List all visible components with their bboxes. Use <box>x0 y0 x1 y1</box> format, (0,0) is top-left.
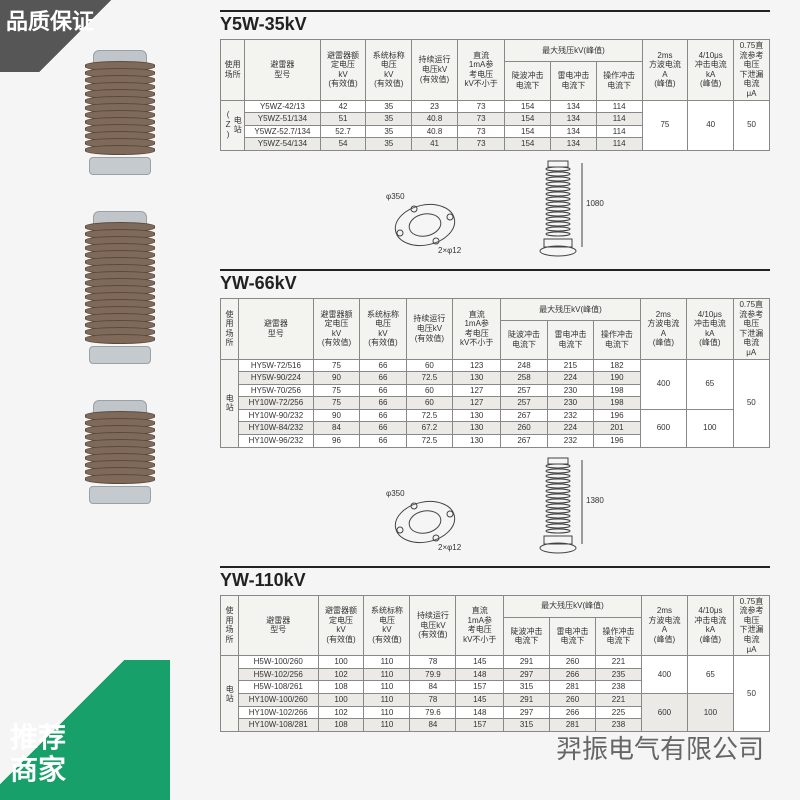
table-row: 电站H5W-100/260100110781452912602214006550 <box>221 656 770 669</box>
table-row: HY10W-100/26010011078145291260221600100 <box>221 694 770 707</box>
table-row: HY10W-90/232906672.5130267232196600100 <box>221 409 770 422</box>
svg-text:φ350: φ350 <box>386 192 405 201</box>
dimension-diagram: φ350 2×φ12 1380 <box>220 454 770 554</box>
spec-table: 使用场所避雷器型号避雷器额定电压kV(有效值)系统标称电压kV(有效值)持续运行… <box>220 298 770 448</box>
svg-text:2×φ12: 2×φ12 <box>438 543 462 552</box>
recommend-badge-text: 推荐商家 <box>10 722 66 786</box>
dimension-diagram: φ350 2×φ12 1080 <box>220 157 770 257</box>
arrester-photo <box>85 400 155 504</box>
section-title: Y5W-35kV <box>220 10 770 35</box>
spec-section: YW-110kV 使用场所避雷器型号避雷器额定电压kV(有效值)系统标称电压kV(… <box>220 566 770 732</box>
svg-text:1080: 1080 <box>586 199 604 208</box>
spec-section: Y5W-35kV 使用场所避雷器型号避雷器额定电压kV(有效值)系统标称电压kV(… <box>220 10 770 261</box>
spec-column: Y5W-35kV 使用场所避雷器型号避雷器额定电压kV(有效值)系统标称电压kV(… <box>210 10 770 740</box>
spec-section: YW-66kV 使用场所避雷器型号避雷器额定电压kV(有效值)系统标称电压kV(有… <box>220 269 770 558</box>
svg-text:φ350: φ350 <box>386 489 405 498</box>
spec-table: 使用场所避雷器型号避雷器额定电压kV(有效值)系统标称电压kV(有效值)持续运行… <box>220 595 770 732</box>
svg-text:1380: 1380 <box>586 496 604 505</box>
section-title: YW-110kV <box>220 566 770 591</box>
product-photo-column <box>30 10 210 740</box>
quality-badge-text: 品质保证 <box>6 9 94 34</box>
section-title: YW-66kV <box>220 269 770 294</box>
arrester-photo <box>85 211 155 364</box>
recommend-badge: 推荐商家 <box>0 660 170 800</box>
quality-badge: 品质保证 <box>0 0 150 72</box>
company-name: 羿振电气有限公司 <box>556 729 764 766</box>
table-row: 电站(Z)Y5WZ-42/1342352373154134114754050 <box>221 100 770 113</box>
table-row: 电站HY5W-72/5167566601232482151824006550 <box>221 359 770 372</box>
spec-table: 使用场所避雷器型号避雷器额定电压kV(有效值)系统标称电压kV(有效值)持续运行… <box>220 39 770 151</box>
svg-text:2×φ12: 2×φ12 <box>438 246 462 255</box>
